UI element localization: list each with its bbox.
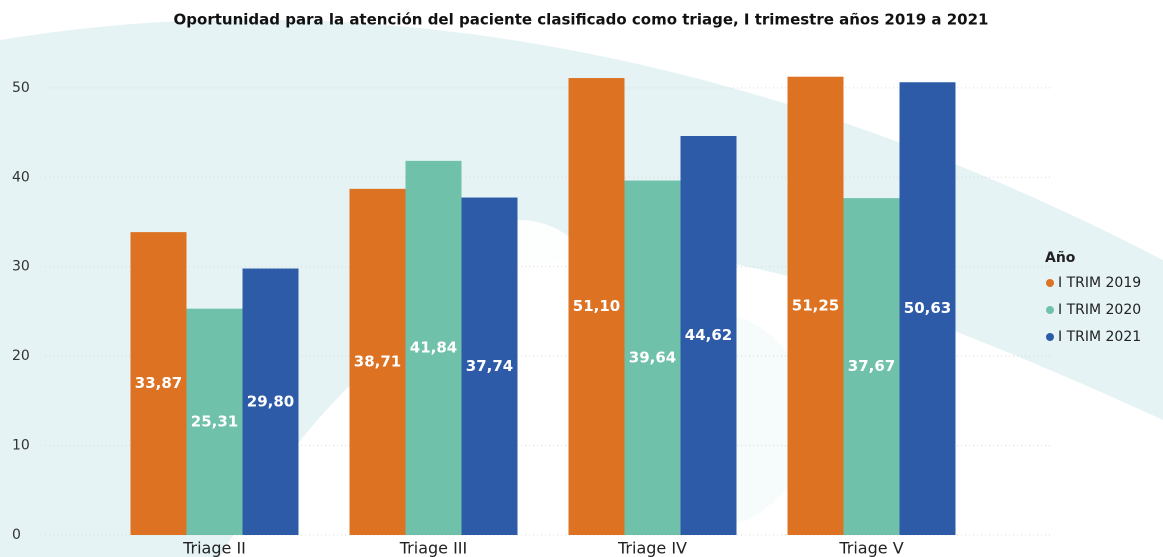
value-label: 25,31 bbox=[191, 412, 238, 430]
legend-marker bbox=[1046, 279, 1054, 287]
bar bbox=[242, 268, 299, 535]
value-label: 51,25 bbox=[792, 296, 839, 314]
x-tick-label: Triage IV bbox=[617, 539, 687, 557]
value-label: 38,71 bbox=[354, 352, 401, 370]
y-tick-label: 0 bbox=[12, 527, 21, 543]
value-label: 37,67 bbox=[848, 357, 895, 375]
legend-title: Año bbox=[1045, 250, 1076, 266]
y-tick-label: 30 bbox=[12, 259, 30, 275]
legend-label: I TRIM 2019 bbox=[1058, 275, 1141, 291]
value-label: 37,74 bbox=[466, 357, 513, 375]
bar bbox=[624, 180, 681, 535]
x-tick-label: Triage II bbox=[182, 539, 246, 557]
y-tick-label: 10 bbox=[12, 438, 30, 454]
y-tick-label: 50 bbox=[12, 80, 30, 96]
value-label: 51,10 bbox=[573, 297, 620, 315]
bar bbox=[349, 188, 406, 535]
legend-label: I TRIM 2021 bbox=[1058, 329, 1141, 345]
legend-marker bbox=[1046, 306, 1054, 314]
x-tick-label: Triage V bbox=[838, 539, 903, 557]
value-label: 33,87 bbox=[135, 374, 182, 392]
bar bbox=[843, 198, 900, 536]
legend-label: I TRIM 2020 bbox=[1058, 302, 1141, 318]
bar bbox=[568, 78, 625, 535]
value-label: 50,63 bbox=[904, 299, 951, 317]
bar bbox=[899, 82, 956, 535]
bar bbox=[461, 197, 518, 535]
bar bbox=[186, 308, 243, 535]
value-label: 39,64 bbox=[629, 348, 676, 366]
bar bbox=[787, 76, 844, 536]
value-label: 44,62 bbox=[685, 326, 732, 344]
value-label: 41,84 bbox=[410, 338, 457, 356]
legend-marker bbox=[1046, 333, 1054, 341]
bar bbox=[130, 232, 187, 536]
y-tick-label: 20 bbox=[12, 348, 30, 364]
y-tick-label: 40 bbox=[12, 169, 30, 185]
x-tick-label: Triage III bbox=[399, 539, 468, 557]
bar bbox=[680, 135, 737, 535]
value-label: 29,80 bbox=[247, 392, 294, 410]
chart-title: Oportunidad para la atención del pacient… bbox=[174, 11, 989, 29]
bar bbox=[405, 160, 462, 535]
